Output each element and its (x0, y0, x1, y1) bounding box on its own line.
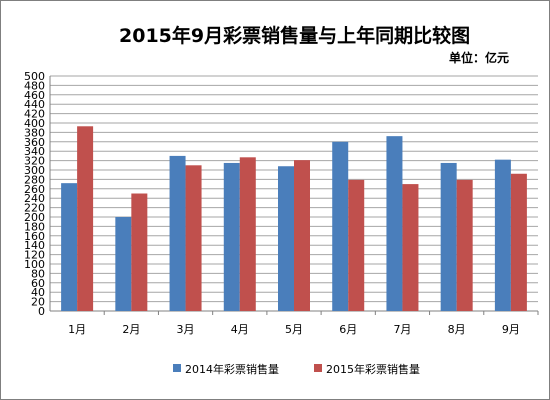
y-tick-label: 40 (31, 286, 45, 299)
bar-2015 (348, 179, 365, 311)
y-tick-label: 260 (24, 183, 45, 196)
y-tick-label: 480 (24, 79, 45, 92)
bar-2015 (402, 184, 419, 311)
bar-2014 (223, 162, 240, 311)
y-tick-label: 20 (31, 296, 45, 309)
bar-2014 (440, 162, 457, 311)
bar-2014 (332, 141, 349, 311)
y-tick-label: 60 (31, 277, 45, 290)
bar-2014 (494, 159, 511, 311)
y-tick-label: 120 (24, 249, 45, 262)
bar-2015 (239, 157, 256, 311)
x-category-label: 9月 (502, 323, 520, 336)
y-tick-label: 160 (24, 230, 45, 243)
y-tick-label: 220 (24, 202, 45, 215)
bar-2015 (294, 160, 310, 311)
y-tick-label: 280 (24, 173, 45, 186)
y-tick-label: 420 (24, 108, 45, 121)
chart-title: 2015年9月彩票销售量与上年同期比较图 (119, 25, 471, 47)
y-tick-label: 180 (24, 220, 45, 233)
bar-2015 (510, 173, 527, 311)
x-category-label: 2月 (122, 323, 140, 336)
bar-2014 (278, 166, 294, 311)
y-tick-label: 140 (24, 239, 45, 252)
x-category-label: 7月 (393, 323, 411, 336)
bar-2014 (115, 217, 132, 311)
x-category-label: 4月 (231, 323, 249, 336)
y-tick-label: 320 (24, 155, 45, 168)
y-tick-label: 380 (24, 126, 45, 139)
legend-swatch (173, 364, 181, 372)
x-category-label: 8月 (448, 323, 466, 336)
bar-2014 (61, 183, 78, 311)
y-tick-label: 0 (38, 305, 45, 318)
y-tick-label: 100 (24, 258, 45, 271)
legend-swatch (314, 364, 322, 372)
bar-2015 (131, 193, 148, 311)
y-tick-label: 440 (24, 98, 45, 111)
bar-2014 (169, 155, 186, 311)
x-category-label: 1月 (68, 323, 86, 336)
x-category-label: 3月 (177, 323, 195, 336)
x-category-label: 6月 (339, 323, 357, 336)
unit-label: 单位：亿元 (449, 51, 510, 65)
y-tick-label: 500 (24, 70, 45, 83)
legend-label: 2014年彩票销售量 (185, 362, 279, 376)
legend-label: 2015年彩票销售量 (326, 362, 420, 376)
y-tick-label: 300 (24, 164, 45, 177)
y-tick-label: 200 (24, 211, 45, 224)
y-tick-label: 80 (31, 267, 45, 280)
y-tick-label: 340 (24, 145, 45, 158)
y-tick-label: 360 (24, 136, 45, 149)
bar-2015 (185, 165, 202, 311)
y-tick-label: 400 (24, 117, 45, 130)
bar-2015 (77, 126, 94, 311)
bar-2014 (386, 136, 403, 311)
y-tick-label: 240 (24, 192, 45, 205)
x-category-label: 5月 (285, 323, 303, 336)
y-tick-label: 460 (24, 89, 45, 102)
bar-2015 (456, 179, 473, 311)
